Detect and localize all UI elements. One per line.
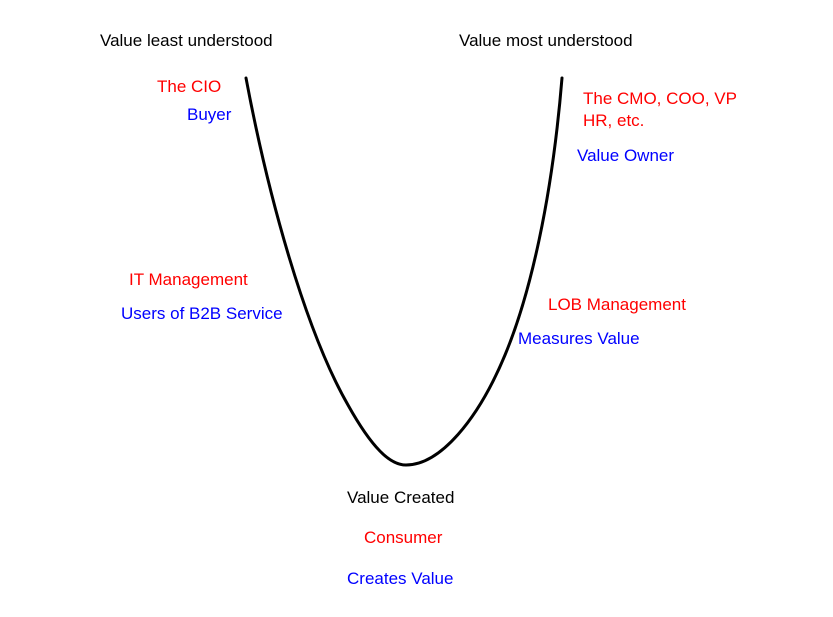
bottom-title: Value Created: [347, 488, 455, 507]
left-middle-descriptor: Users of B2B Service: [121, 304, 283, 323]
right-middle-descriptor: Measures Value: [518, 329, 640, 348]
header-left: Value least understood: [100, 31, 273, 50]
bottom-descriptor: Creates Value: [347, 569, 454, 588]
bottom-role: Consumer: [364, 528, 443, 547]
left-top-descriptor: Buyer: [187, 105, 232, 124]
header-right: Value most understood: [459, 31, 633, 50]
right-top-role: The CMO, COO, VP HR, etc.: [583, 89, 737, 130]
right-top-descriptor: Value Owner: [577, 146, 675, 165]
left-middle-role: IT Management: [129, 270, 248, 289]
value-curve-line: [244, 76, 564, 467]
right-middle-role: LOB Management: [548, 295, 686, 314]
left-top-role: The CIO: [157, 77, 222, 96]
